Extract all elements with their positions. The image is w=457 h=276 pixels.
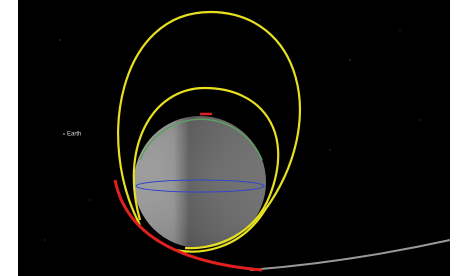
scene: Earth: [0, 0, 457, 276]
earth-marker: [63, 133, 65, 135]
page: Earth (() => { const data = JSON.parse(d…: [0, 0, 457, 276]
earth-label: Earth: [67, 132, 81, 138]
